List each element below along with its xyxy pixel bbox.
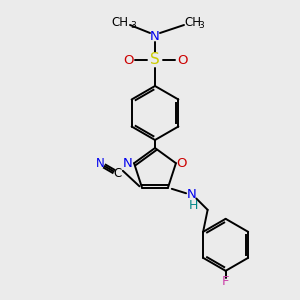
Text: O: O: [123, 53, 133, 67]
Text: C: C: [114, 167, 122, 180]
Text: S: S: [150, 52, 160, 68]
Text: N: N: [123, 157, 133, 170]
Text: 3: 3: [198, 22, 204, 31]
Text: N: N: [187, 188, 197, 201]
Text: CH: CH: [111, 16, 128, 28]
Text: N: N: [150, 31, 160, 44]
Text: F: F: [222, 275, 230, 288]
Text: H: H: [188, 199, 198, 212]
Text: CH: CH: [184, 16, 201, 28]
Text: O: O: [177, 53, 187, 67]
Text: O: O: [177, 157, 187, 170]
Text: N: N: [96, 157, 105, 170]
Text: 3: 3: [130, 22, 136, 31]
